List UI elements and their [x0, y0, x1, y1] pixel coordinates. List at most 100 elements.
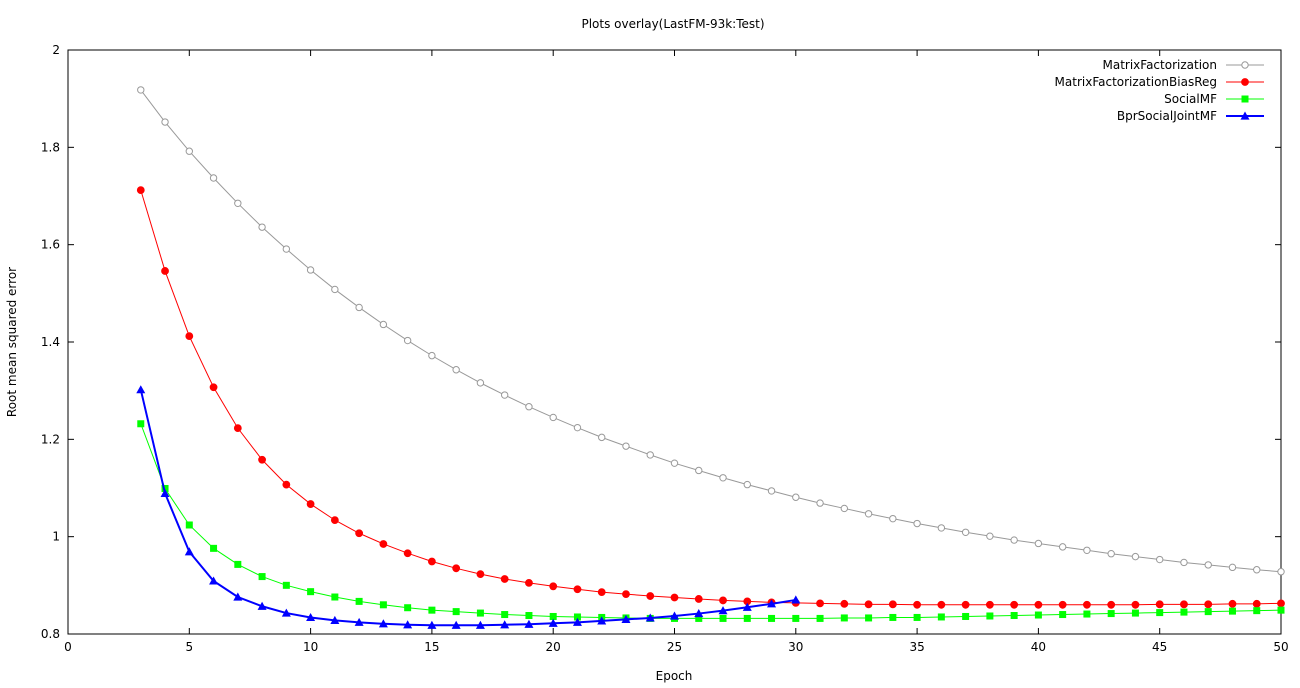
- data-point: [985, 600, 994, 609]
- legend-marker: [1241, 61, 1249, 69]
- data-point: [1156, 609, 1164, 617]
- data-point: [743, 480, 751, 489]
- x-axis-title: Epoch: [656, 669, 693, 683]
- data-point: [282, 480, 291, 489]
- x-tick-label: 0: [64, 640, 72, 654]
- y-axis: 0.8 1 1.2 1.4 1.6 1.8 2: [41, 43, 1281, 641]
- data-point: [1180, 558, 1188, 567]
- data-point: [719, 474, 727, 482]
- data-point: [258, 223, 266, 231]
- data-point: [913, 600, 921, 609]
- data-point: [548, 618, 558, 627]
- data-point: [209, 383, 218, 392]
- data-point: [670, 593, 679, 602]
- data-point: [572, 617, 582, 626]
- data-point: [404, 604, 412, 612]
- data-point: [379, 601, 387, 609]
- data-point: [767, 487, 776, 495]
- data-point: [451, 620, 461, 629]
- data-point: [767, 599, 777, 608]
- data-point: [694, 609, 704, 618]
- data-point: [1058, 543, 1067, 551]
- data-point: [428, 351, 436, 360]
- data-point: [137, 420, 145, 428]
- data-point: [913, 519, 921, 528]
- data-point: [1204, 600, 1213, 609]
- data-point: [209, 174, 218, 182]
- data-point: [281, 608, 291, 617]
- x-tick-label: 50: [1273, 640, 1288, 654]
- data-point: [937, 613, 945, 621]
- data-point: [379, 540, 388, 548]
- data-point: [403, 336, 412, 345]
- data-point: [379, 320, 388, 329]
- data-point: [840, 614, 848, 622]
- data-point: [403, 620, 413, 629]
- data-point: [597, 588, 606, 597]
- data-point: [913, 613, 921, 621]
- series-BprSocialJointMF: [136, 385, 801, 629]
- series-MatrixFactorization: [137, 86, 1285, 576]
- data-point: [184, 547, 194, 556]
- data-point: [937, 600, 946, 609]
- data-point: [500, 575, 509, 583]
- data-point: [1034, 600, 1043, 609]
- data-point: [1010, 612, 1018, 620]
- data-point: [160, 488, 170, 497]
- data-point: [549, 413, 557, 422]
- data-point: [622, 442, 630, 450]
- data-point: [718, 606, 728, 615]
- data-point: [598, 433, 606, 442]
- x-tick-label: 5: [185, 640, 193, 654]
- data-point: [1252, 599, 1261, 608]
- data-point: [791, 595, 801, 604]
- series-line: [140, 190, 1282, 606]
- x-tick-label: 30: [788, 640, 803, 654]
- data-point: [768, 614, 776, 622]
- data-point: [1277, 568, 1285, 576]
- data-point: [1156, 555, 1164, 564]
- data-point: [694, 595, 703, 603]
- data-point: [889, 613, 897, 621]
- data-point: [1277, 606, 1285, 614]
- data-point: [621, 614, 631, 623]
- x-tick-label: 20: [546, 640, 561, 654]
- data-point: [1131, 552, 1140, 561]
- data-point: [573, 423, 582, 432]
- data-point: [864, 600, 873, 609]
- legend: MatrixFactorization MatrixFactorizationBi…: [1055, 58, 1264, 123]
- data-point: [525, 403, 533, 411]
- data-point: [524, 619, 534, 628]
- legend-marker: [1240, 111, 1250, 120]
- data-point: [476, 570, 485, 579]
- series-SocialMF: [137, 420, 1285, 622]
- data-point: [1277, 599, 1285, 608]
- data-point: [354, 617, 364, 626]
- data-point: [330, 516, 339, 525]
- data-point: [573, 613, 581, 621]
- data-point: [816, 499, 824, 507]
- data-point: [816, 614, 824, 622]
- data-point: [792, 614, 800, 622]
- legend-label: MatrixFactorization: [1103, 58, 1218, 72]
- y-tick-label: 0.8: [41, 627, 60, 641]
- data-point: [962, 612, 970, 620]
- data-point: [961, 528, 970, 536]
- data-point: [501, 611, 509, 619]
- data-point: [719, 596, 727, 605]
- y-tick-label: 1.6: [41, 238, 60, 252]
- data-point: [476, 609, 484, 617]
- data-point: [573, 585, 582, 594]
- data-point: [549, 612, 557, 620]
- data-point: [1107, 550, 1115, 558]
- data-point: [137, 86, 145, 94]
- data-point: [427, 620, 437, 629]
- data-point: [210, 544, 218, 552]
- data-point: [452, 564, 461, 573]
- data-point: [1155, 600, 1164, 609]
- data-point: [355, 529, 364, 538]
- data-point: [1059, 611, 1067, 619]
- data-point: [475, 620, 485, 629]
- data-point: [646, 451, 654, 459]
